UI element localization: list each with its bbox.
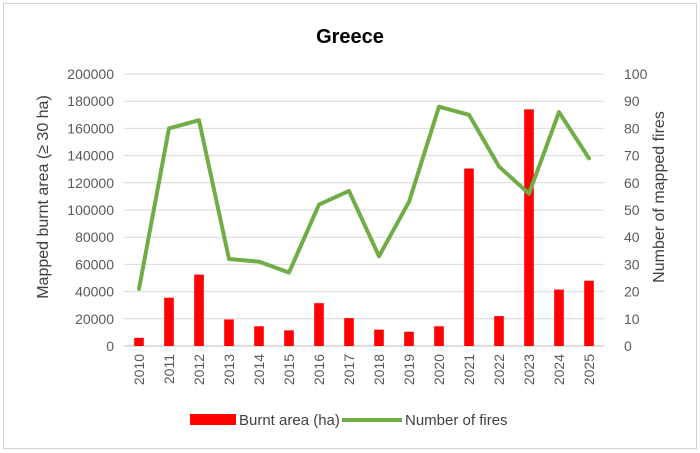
bar — [524, 109, 534, 346]
y-tick-label: 40000 — [75, 284, 114, 300]
chart-svg: Greece 0 20000 40000 60000 80000 100000 120000… — [35, 26, 668, 429]
bar — [464, 168, 474, 346]
x-tick-label: 2025 — [581, 354, 597, 385]
y2-tick-label: 20 — [624, 284, 640, 300]
y-tick-label: 140000 — [67, 148, 114, 164]
x-tick-label: 2010 — [131, 354, 147, 385]
fires-line — [137, 104, 591, 291]
y2-tick-label: 50 — [624, 202, 640, 218]
y2-axis-label: Number of mapped fires — [651, 111, 668, 283]
y2-tick-label: 40 — [624, 229, 640, 245]
y2-tick-label: 30 — [624, 256, 640, 272]
x-tick-label: 2023 — [521, 354, 537, 385]
bar — [374, 329, 384, 346]
bar — [254, 326, 264, 346]
line-series — [137, 104, 591, 291]
x-tick-label: 2013 — [221, 354, 237, 385]
y2-tick-label: 80 — [624, 120, 640, 136]
bar — [584, 280, 594, 346]
y2-tick-label: 0 — [624, 338, 632, 354]
y2-tick-label: 10 — [624, 311, 640, 327]
x-tick-label: 2018 — [371, 354, 387, 385]
bar — [494, 316, 504, 346]
y-tick-label: 200000 — [67, 66, 114, 82]
bar — [284, 330, 294, 346]
x-tick-label: 2022 — [491, 354, 507, 385]
legend-bar-label: Burnt area (ha) — [239, 412, 340, 429]
y-tick-label: 160000 — [67, 120, 114, 136]
x-axis-ticks: 2010 2011 2012 2013 2014 2015 2016 2017 2018 2019… — [131, 354, 597, 385]
y2-tick-label: 70 — [624, 148, 640, 164]
bar — [164, 297, 174, 346]
bar — [434, 326, 444, 346]
y-tick-label: 80000 — [75, 229, 114, 245]
x-tick-label: 2017 — [341, 354, 357, 385]
bar — [314, 303, 324, 346]
bar-series — [134, 109, 594, 346]
y2-tick-label: 90 — [624, 93, 640, 109]
chart-title: Greece — [316, 26, 384, 48]
x-tick-label: 2016 — [311, 354, 327, 385]
bar — [554, 289, 564, 346]
y-tick-label: 180000 — [67, 93, 114, 109]
legend: Burnt area (ha) Number of fires — [190, 412, 508, 429]
x-tick-label: 2021 — [461, 354, 477, 385]
right-axis-ticks: 0 10 20 30 40 50 60 70 80 90 100 — [624, 66, 648, 354]
legend-bar-swatch — [190, 414, 236, 425]
y2-tick-label: 100 — [624, 66, 648, 82]
chart-frame: Greece 0 20000 40000 60000 80000 100000 120000… — [3, 3, 697, 449]
x-tick-label: 2019 — [401, 354, 417, 385]
y2-tick-label: 60 — [624, 175, 640, 191]
bar — [194, 274, 204, 346]
legend-line-label: Number of fires — [405, 412, 508, 429]
y-tick-label: 120000 — [67, 175, 114, 191]
y-tick-label: 100000 — [67, 202, 114, 218]
x-tick-label: 2015 — [281, 354, 297, 385]
x-tick-label: 2011 — [161, 354, 177, 384]
gridlines — [124, 73, 604, 347]
y-tick-label: 20000 — [75, 311, 114, 327]
bar — [344, 318, 354, 346]
y-axis-label: Mapped burnt area (≥ 30 ha) — [35, 95, 52, 299]
x-tick-label: 2014 — [251, 354, 267, 385]
x-tick-label: 2012 — [191, 354, 207, 385]
bar — [134, 337, 144, 346]
left-axis-ticks: 0 20000 40000 60000 80000 100000 120000 140000 1… — [67, 66, 114, 354]
y-tick-label: 0 — [106, 338, 114, 354]
x-tick-label: 2020 — [431, 354, 447, 385]
x-tick-label: 2024 — [551, 354, 567, 385]
bar — [224, 319, 234, 346]
y-tick-label: 60000 — [75, 256, 114, 272]
bar — [404, 331, 414, 346]
